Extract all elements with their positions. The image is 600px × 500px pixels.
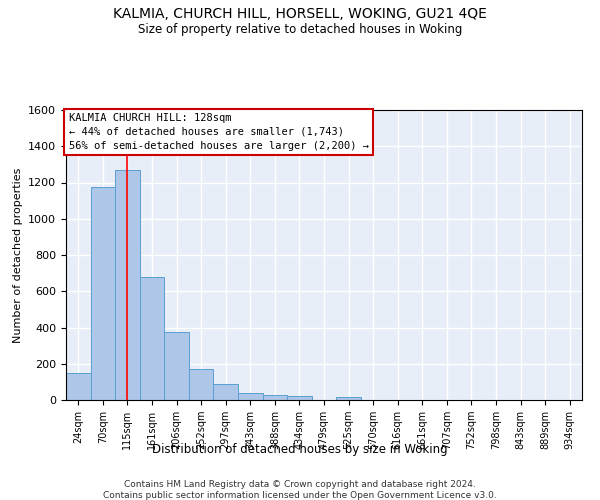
Bar [287,396,312,400]
Bar [91,187,115,400]
Text: Size of property relative to detached houses in Woking: Size of property relative to detached ho… [138,22,462,36]
Bar [238,394,263,400]
Bar [140,277,164,400]
Text: Contains HM Land Registry data © Crown copyright and database right 2024.: Contains HM Land Registry data © Crown c… [124,480,476,489]
Bar [336,396,361,400]
Bar [164,332,189,400]
Bar [263,395,287,400]
Text: KALMIA, CHURCH HILL, HORSELL, WOKING, GU21 4QE: KALMIA, CHURCH HILL, HORSELL, WOKING, GU… [113,8,487,22]
Text: Distribution of detached houses by size in Woking: Distribution of detached houses by size … [152,442,448,456]
Bar [115,170,140,400]
Text: KALMIA CHURCH HILL: 128sqm
← 44% of detached houses are smaller (1,743)
56% of s: KALMIA CHURCH HILL: 128sqm ← 44% of deta… [68,113,368,151]
Bar [189,369,214,400]
Bar [66,373,91,400]
Y-axis label: Number of detached properties: Number of detached properties [13,168,23,342]
Bar [214,384,238,400]
Text: Contains public sector information licensed under the Open Government Licence v3: Contains public sector information licen… [103,491,497,500]
